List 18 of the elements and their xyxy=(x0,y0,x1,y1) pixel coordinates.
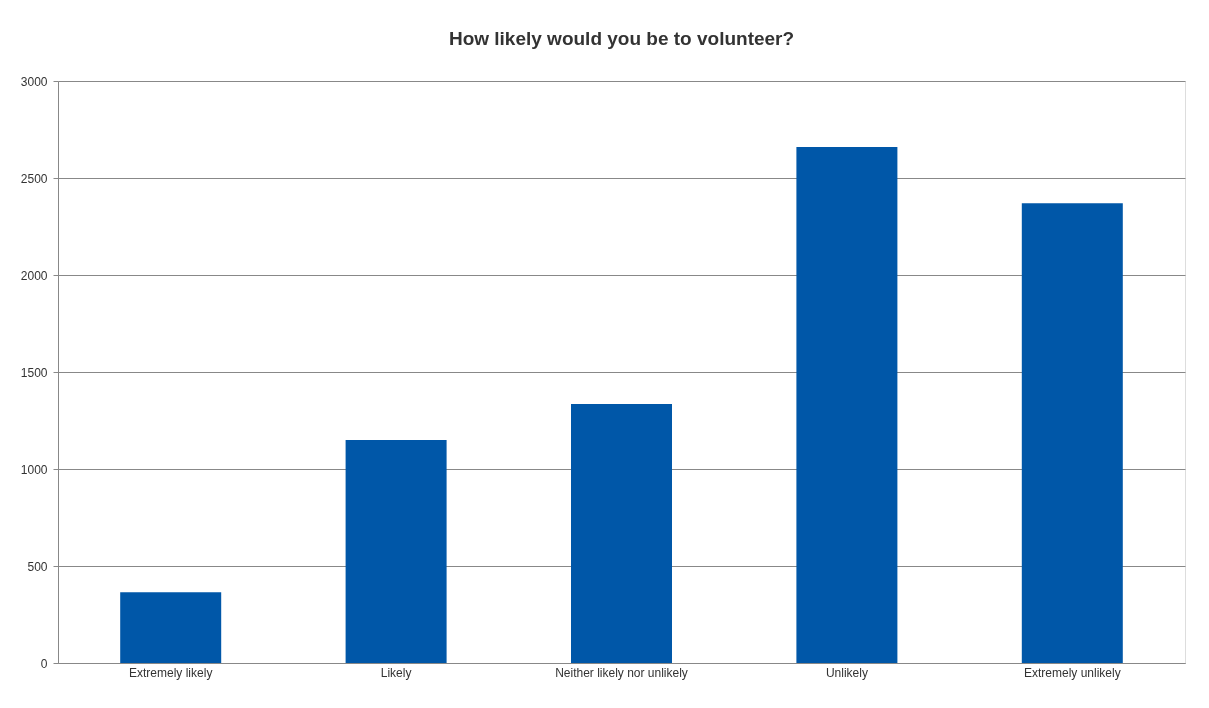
x-tick-label: Extremely likely xyxy=(129,665,213,680)
y-tick-label: 0 xyxy=(40,656,48,671)
bar xyxy=(1021,203,1123,663)
bar xyxy=(571,404,672,663)
bar xyxy=(796,146,898,663)
y-tick-label: 1000 xyxy=(20,462,48,477)
x-tick-label: Extremely unlikely xyxy=(1023,665,1121,680)
y-tick-label: 1500 xyxy=(20,365,48,380)
x-tick-label: Likely xyxy=(380,665,412,680)
x-tick-label: Unlikely xyxy=(825,665,868,680)
x-tick-label: Neither likely nor unlikely xyxy=(555,665,688,680)
y-tick-label: 2000 xyxy=(20,268,48,283)
bar xyxy=(120,592,222,663)
chart-title: How likely would you be to volunteer? xyxy=(448,28,795,49)
y-tick-label: 500 xyxy=(27,559,48,574)
y-tick-label: 3000 xyxy=(20,74,48,89)
bar xyxy=(345,439,447,663)
y-tick-label: 2500 xyxy=(20,171,48,186)
